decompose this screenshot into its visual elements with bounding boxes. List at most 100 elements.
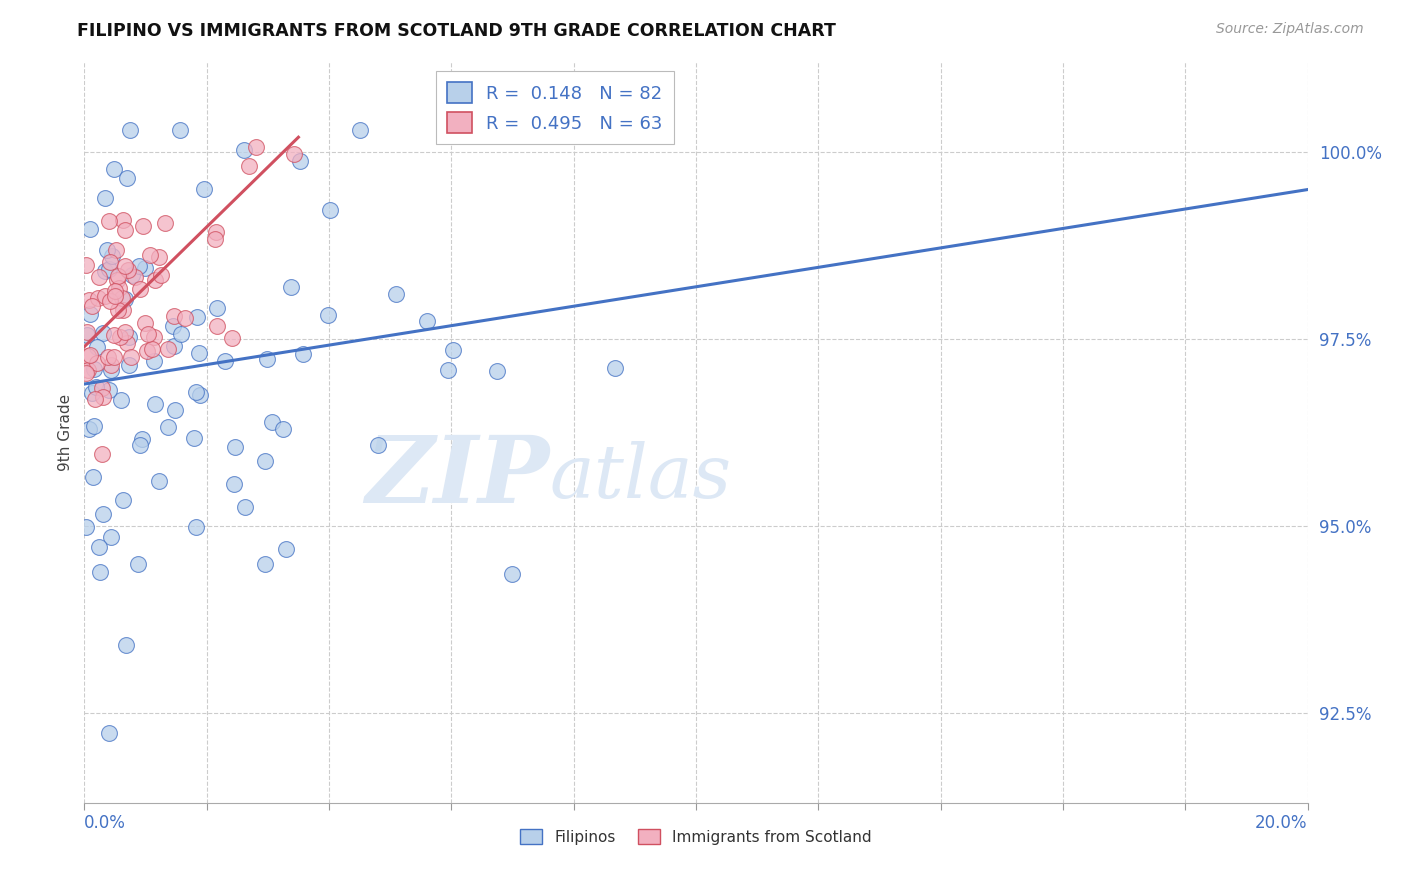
Point <box>224 440 246 454</box>
Point <box>107 302 129 317</box>
Point <box>148 250 170 264</box>
Point <box>149 268 172 283</box>
Point <box>87 270 110 285</box>
Point <box>385 286 408 301</box>
Point <box>143 273 166 287</box>
Point <box>184 385 207 400</box>
Point <box>97 725 120 739</box>
Point <box>110 291 132 305</box>
Point <box>291 347 314 361</box>
Point <box>143 397 166 411</box>
Point <box>290 153 312 168</box>
Point <box>139 248 162 262</box>
Point <box>141 342 163 356</box>
Point <box>256 351 278 366</box>
Point <box>153 216 176 230</box>
Point <box>214 354 236 368</box>
Point <box>111 303 134 318</box>
Point <box>115 638 138 652</box>
Point <box>108 330 131 344</box>
Point <box>502 122 524 136</box>
Point <box>79 307 101 321</box>
Point <box>114 259 136 273</box>
Point <box>75 258 97 272</box>
Point <box>108 280 131 294</box>
Point <box>163 309 186 323</box>
Point <box>90 381 112 395</box>
Point <box>319 202 342 217</box>
Point <box>131 433 153 447</box>
Point <box>136 326 159 341</box>
Point <box>163 339 186 353</box>
Point <box>437 363 460 377</box>
Point <box>134 260 156 275</box>
Point <box>143 330 166 344</box>
Point <box>316 308 339 322</box>
Point <box>205 225 228 239</box>
Point <box>367 438 389 452</box>
Point <box>91 326 114 340</box>
Point <box>224 477 246 491</box>
Point <box>98 293 121 308</box>
Point <box>205 318 228 333</box>
Point <box>254 557 277 571</box>
Point <box>121 268 143 282</box>
Point <box>94 191 117 205</box>
Point <box>127 557 149 571</box>
Point <box>79 348 101 362</box>
Point <box>280 280 302 294</box>
Point <box>80 385 103 400</box>
Text: FILIPINO VS IMMIGRANTS FROM SCOTLAND 9TH GRADE CORRELATION CHART: FILIPINO VS IMMIGRANTS FROM SCOTLAND 9TH… <box>77 22 837 40</box>
Point <box>416 314 439 328</box>
Point <box>79 222 101 236</box>
Point <box>91 447 114 461</box>
Point <box>253 454 276 468</box>
Point <box>603 360 626 375</box>
Point <box>120 350 142 364</box>
Point <box>187 345 209 359</box>
Point <box>204 231 226 245</box>
Point <box>134 317 156 331</box>
Point <box>75 520 97 534</box>
Point <box>136 343 159 358</box>
Point <box>124 269 146 284</box>
Point <box>91 390 114 404</box>
Point <box>156 343 179 357</box>
Point <box>128 259 150 273</box>
Point <box>97 351 120 365</box>
Point <box>103 351 125 365</box>
Point <box>115 336 138 351</box>
Point <box>91 508 114 522</box>
Point <box>349 122 371 136</box>
Point <box>89 565 111 579</box>
Point <box>105 244 128 258</box>
Point <box>233 143 256 157</box>
Text: ZIP: ZIP <box>366 432 550 522</box>
Point <box>94 289 117 303</box>
Text: atlas: atlas <box>550 441 731 513</box>
Point <box>103 161 125 176</box>
Point <box>207 301 229 316</box>
Point <box>485 364 508 378</box>
Point <box>111 213 134 227</box>
Point <box>186 310 208 325</box>
Point <box>169 122 191 136</box>
Point <box>86 355 108 369</box>
Point <box>193 182 215 196</box>
Point <box>84 380 107 394</box>
Point <box>118 122 141 136</box>
Point <box>162 318 184 333</box>
Point <box>77 362 100 376</box>
Point <box>235 500 257 515</box>
Point <box>115 171 138 186</box>
Point <box>110 392 132 407</box>
Point <box>132 219 155 234</box>
Point <box>184 520 207 534</box>
Point <box>221 331 243 345</box>
Point <box>77 349 100 363</box>
Point <box>96 243 118 257</box>
Point <box>107 273 129 287</box>
Legend: Filipinos, Immigrants from Scotland: Filipinos, Immigrants from Scotland <box>515 822 877 851</box>
Point <box>501 567 523 582</box>
Point <box>165 402 187 417</box>
